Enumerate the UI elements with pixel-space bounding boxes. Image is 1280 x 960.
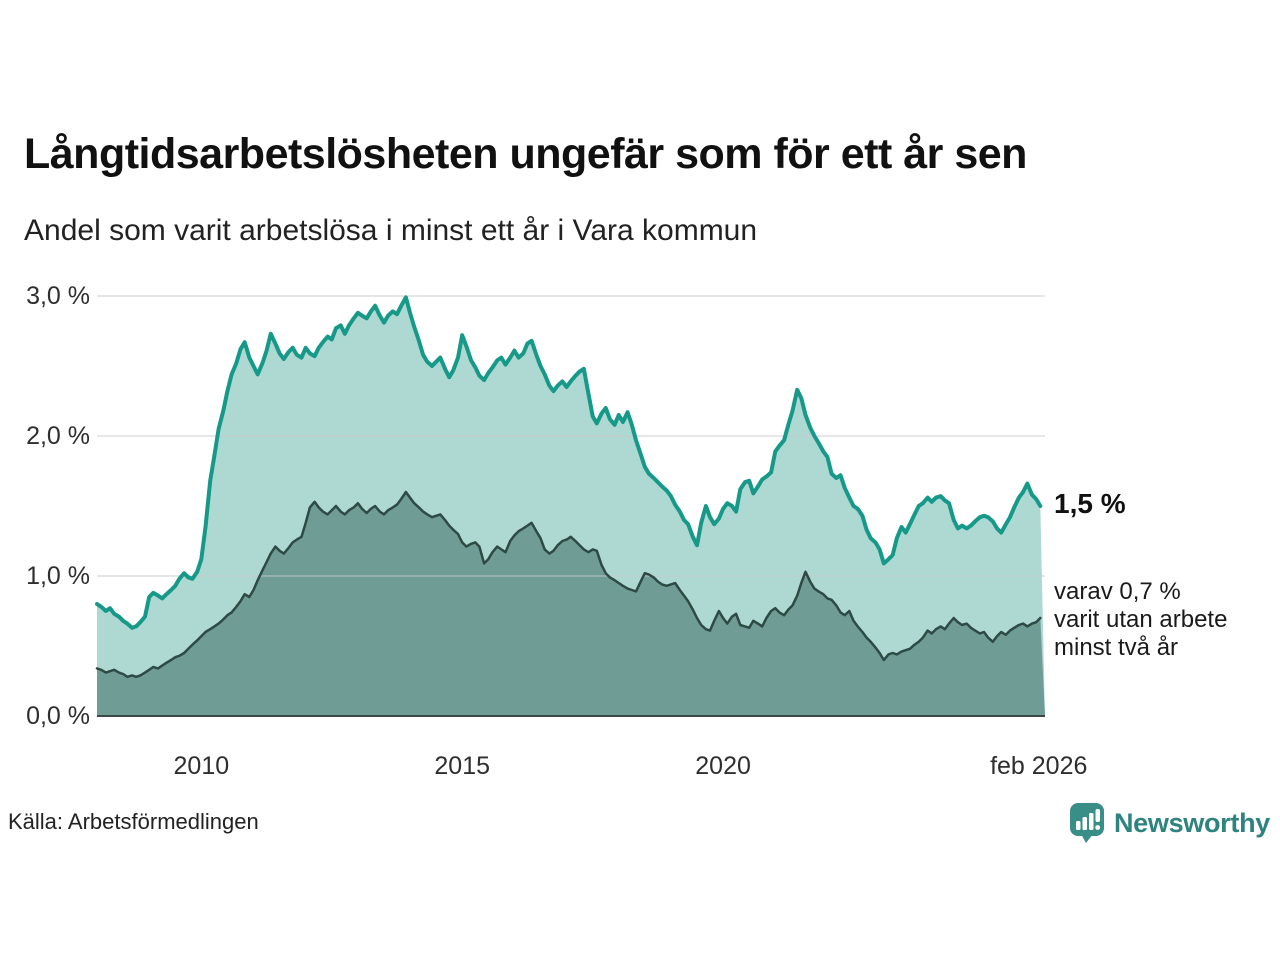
x-axis-tick-label: feb 2026 — [990, 752, 1088, 780]
source-credit: Källa: Arbetsförmedlingen — [8, 809, 259, 834]
line-unemployed-1yr — [95, 295, 1043, 630]
latest-subvalue-annotation: varav 0,7 % varit utan arbete minst två … — [1054, 578, 1227, 662]
annotation-line: varit utan arbete — [1054, 606, 1228, 633]
gridlines — [97, 295, 1045, 577]
y-axis-tick-label: 0,0 % — [26, 702, 90, 730]
annotation-line: minst två år — [1054, 634, 1179, 661]
newsworthy-branding: Newsworthy — [1069, 802, 1270, 844]
bar-chart-speech-bubble-icon — [1069, 803, 1104, 843]
annotation-line: varav 0,7 % — [1054, 578, 1181, 605]
line-unemployed-2yr — [95, 490, 1042, 679]
y-axis-tick-label: 1,0 % — [26, 562, 90, 590]
chart-title: Långtidsarbetslösheten ungefär som för e… — [24, 130, 1027, 178]
y-axis-tick-label: 2,0 % — [26, 422, 90, 450]
latest-value-label: 1,5 % — [1054, 488, 1126, 519]
x-axis-tick-label: 2010 — [173, 752, 230, 780]
x-axis-tick-label: 2015 — [434, 752, 491, 780]
chart-subtitle: Andel som varit arbetslösa i minst ett å… — [24, 214, 758, 247]
y-axis-tick-label: 3,0 % — [26, 282, 90, 310]
area-fill-unemployed-2yr — [97, 492, 1045, 716]
x-axis-tick-label: 2020 — [695, 752, 751, 780]
brand-wordmark: Newsworthy — [1113, 807, 1270, 838]
